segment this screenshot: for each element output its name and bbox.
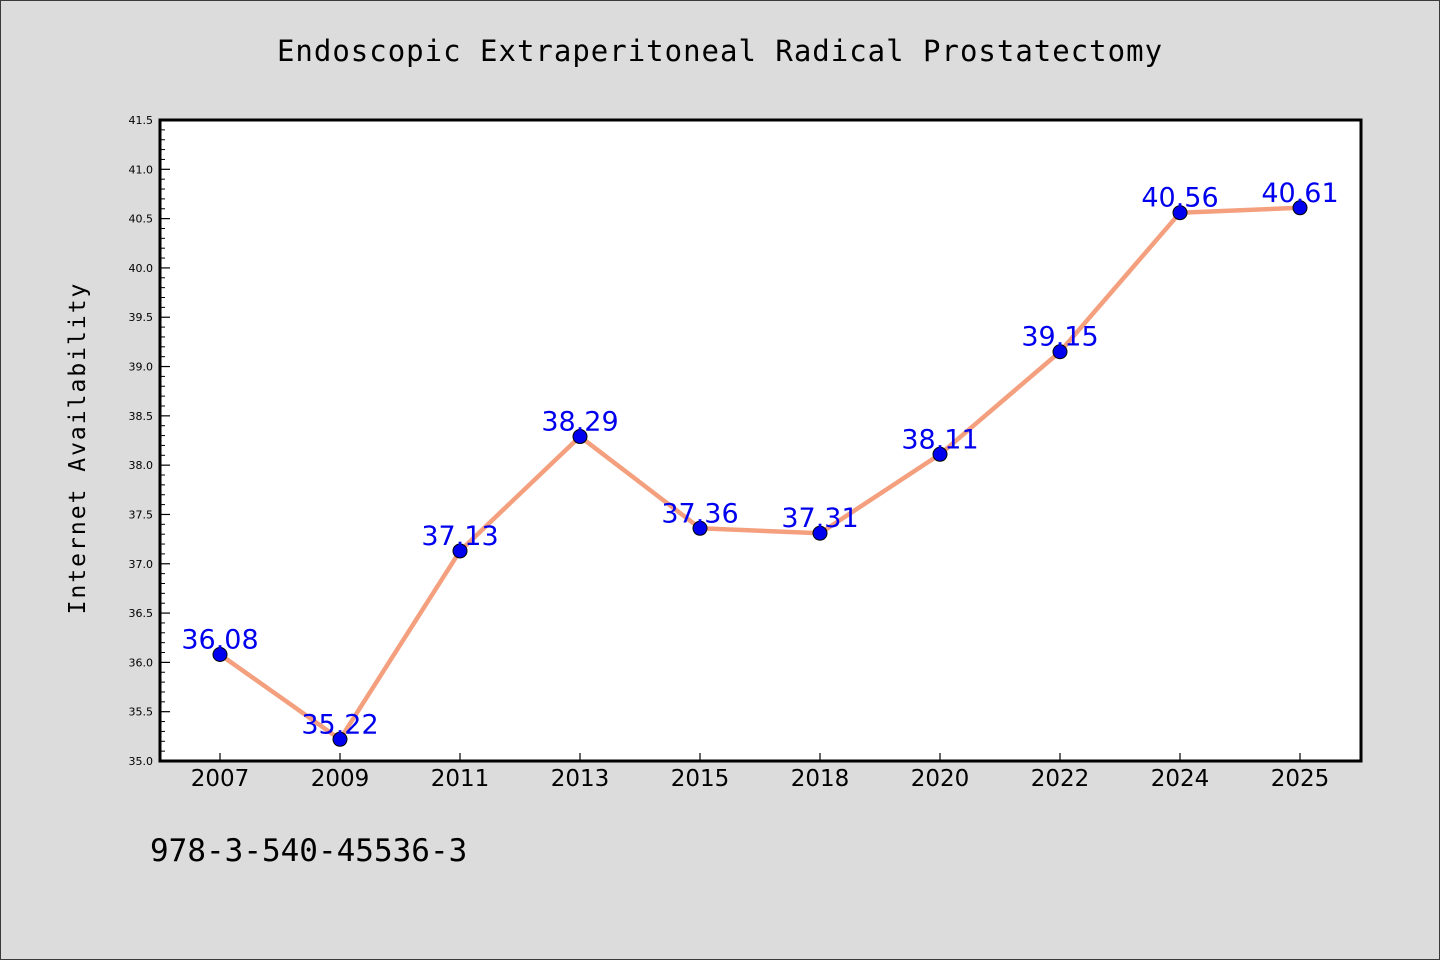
- y-tick-label: 36.5: [129, 607, 154, 620]
- x-tick-label: 2020: [911, 766, 970, 792]
- y-tick-label: 37.5: [129, 508, 154, 521]
- y-axis-label: Internet Availability: [65, 282, 91, 615]
- y-tick-label: 37.0: [129, 558, 154, 571]
- data-point: [1172, 205, 1188, 221]
- x-tick-label: 2009: [311, 766, 370, 792]
- y-tick-label: 41.5: [129, 114, 154, 127]
- data-label: 38.29: [541, 407, 618, 438]
- x-tick-label: 2011: [431, 766, 490, 792]
- x-axis: 2007 2009 2011 2013 2015 2018 2020 2022 2024 2025: [191, 753, 1330, 792]
- data-labels: 36.08 35.22 37.13 38.29 37.36 37.31 38.11 39.15…: [181, 178, 1338, 741]
- x-tick-label: 2007: [191, 766, 250, 792]
- plot-area: [158, 118, 1363, 763]
- data-point: [1292, 200, 1308, 216]
- plot-frame: [158, 118, 1363, 763]
- y-tick-label: 39.0: [129, 361, 154, 374]
- x-tick-label: 2024: [1151, 766, 1210, 792]
- x-tick-label: 2022: [1031, 766, 1090, 792]
- y-tick-label: 38.5: [129, 410, 154, 423]
- isbn-text: 978-3-540-45536-3: [150, 833, 468, 869]
- y-tick-label: 40.0: [129, 262, 154, 275]
- y-tick-label: 41.0: [129, 163, 154, 176]
- y-tick-label: 35.0: [129, 755, 154, 768]
- data-label: 40.56: [1141, 183, 1218, 214]
- data-point: [452, 543, 468, 559]
- data-label: 36.08: [181, 624, 258, 655]
- y-tick-label: 40.5: [129, 213, 154, 226]
- data-label: 37.36: [661, 498, 738, 529]
- x-tick-label: 2015: [671, 766, 730, 792]
- series-markers: [212, 200, 1308, 747]
- series-line: [217, 205, 1303, 742]
- data-point: [812, 525, 828, 541]
- x-tick-label: 2018: [791, 766, 850, 792]
- data-point: [1052, 344, 1068, 360]
- x-tick-label: 2013: [551, 766, 610, 792]
- chart-title: Endoscopic Extraperitoneal Radical Prost…: [276, 34, 1164, 68]
- data-point: [692, 520, 708, 536]
- data-point: [212, 646, 228, 662]
- data-label: 35.22: [301, 709, 378, 740]
- series-line-group: [217, 205, 1303, 742]
- y-tick-label: 38.0: [129, 459, 154, 472]
- y-tick-label: 36.0: [129, 656, 154, 669]
- data-label: 37.13: [421, 521, 498, 552]
- y-axis: 35.0 35.5 36.0 36.5 37.0 37.5 38.0 38.5 39.0 39.5…: [129, 114, 170, 768]
- y-tick-label: 39.5: [129, 311, 154, 324]
- data-label: 39.15: [1021, 322, 1098, 353]
- data-label: 37.31: [781, 503, 858, 534]
- data-label: 38.11: [901, 424, 978, 455]
- x-tick-label: 2025: [1271, 766, 1330, 792]
- data-point: [572, 429, 588, 445]
- y-tick-label: 35.5: [129, 706, 154, 719]
- data-point: [332, 731, 348, 747]
- data-label: 40.61: [1261, 178, 1338, 209]
- data-point: [932, 446, 948, 462]
